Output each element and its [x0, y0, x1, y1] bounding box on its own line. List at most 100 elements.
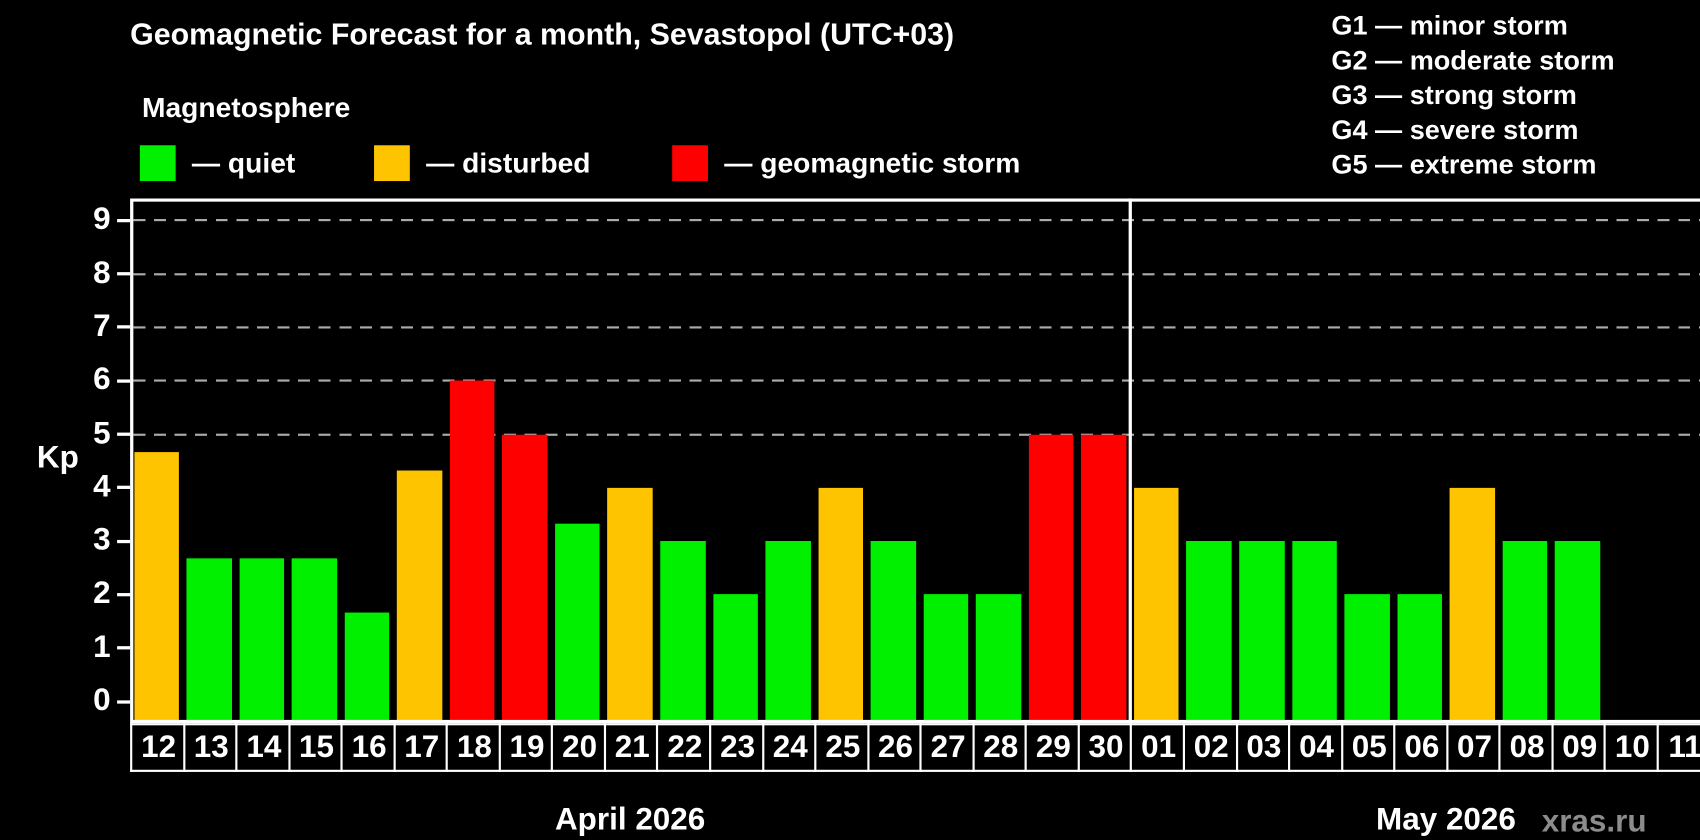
y-axis-tick-2: [117, 592, 131, 597]
grid-line-kp-6: [133, 379, 1700, 382]
grid-line-kp-9: [133, 219, 1700, 222]
magnetosphere-label: Magnetosphere: [142, 91, 351, 124]
kp-bar-day-06: [1397, 594, 1443, 724]
kp-bar-day-23: [712, 594, 758, 724]
day-label-01: 01: [1130, 723, 1185, 772]
month-label-may-2026: May 2026: [1376, 802, 1516, 837]
y-axis-tick-6: [117, 379, 131, 383]
grid-line-kp-7: [133, 326, 1700, 329]
day-label-15: 15: [288, 723, 343, 772]
kp-bar-day-13: [186, 558, 232, 724]
day-label-12: 12: [130, 723, 185, 772]
grid-line-kp-5: [133, 433, 1700, 436]
day-label-06: 06: [1393, 723, 1449, 772]
y-axis-tick-0: [117, 699, 131, 704]
y-tick-label-6: 6: [93, 362, 111, 398]
y-axis-tick-8: [117, 272, 131, 276]
day-label-16: 16: [340, 723, 396, 772]
y-tick-label-0: 0: [93, 683, 111, 718]
day-label-14: 14: [235, 723, 291, 772]
y-axis-tick-5: [117, 432, 131, 436]
day-label-10: 10: [1603, 723, 1659, 772]
day-label-13: 13: [182, 723, 238, 772]
kp-bar-day-18: [449, 380, 495, 724]
day-label-25: 25: [814, 723, 870, 772]
day-label-30: 30: [1077, 723, 1133, 772]
kp-bar-day-28: [976, 594, 1022, 724]
quiet-color-swatch: [139, 145, 176, 182]
day-label-17: 17: [393, 723, 449, 772]
day-label-21: 21: [603, 723, 659, 772]
kp-bar-day-27: [923, 594, 969, 724]
page-title: Geomagnetic Forecast for a month, Sevast…: [130, 17, 955, 51]
legend-label-disturbed: — disturbed: [426, 146, 591, 179]
kp-bar-day-01: [1133, 487, 1179, 724]
month-separator: [1128, 198, 1132, 724]
kp-bar-day-09: [1555, 541, 1601, 724]
y-axis-tick-3: [117, 539, 131, 543]
kp-bar-day-22: [660, 541, 706, 724]
geomagnetic-forecast-chart: Geomagnetic Forecast for a month, Sevast…: [36, 9, 1700, 840]
kp-bar-day-16: [344, 612, 390, 724]
legend-label-storm: — geomagnetic storm: [724, 146, 1021, 179]
y-axis-title: Kp: [36, 440, 79, 475]
day-label-28: 28: [972, 723, 1028, 772]
day-label-04: 04: [1288, 723, 1343, 772]
y-tick-label-4: 4: [93, 469, 111, 504]
kp-bar-day-17: [397, 470, 443, 724]
kp-bar-day-24: [765, 541, 811, 724]
y-axis-tick-7: [117, 325, 131, 329]
legend-item-disturbed: — disturbed: [374, 145, 591, 182]
kp-bar-day-26: [870, 541, 916, 724]
day-label-27: 27: [919, 723, 975, 772]
kp-bar-day-08: [1502, 541, 1548, 724]
g-scale-legend: G1 — minor storm G2 — moderate storm G3 …: [1331, 9, 1614, 182]
plot-area-frame: [130, 198, 1700, 724]
y-tick-label-3: 3: [93, 522, 111, 558]
day-label-18: 18: [445, 723, 501, 772]
legend-item-quiet: — quiet: [139, 145, 296, 182]
kp-bar-day-05: [1344, 594, 1390, 724]
y-tick-label-8: 8: [93, 255, 111, 291]
day-label-26: 26: [866, 723, 922, 772]
legend-item-storm: — geomagnetic storm: [672, 145, 1021, 182]
kp-bar-day-20: [554, 523, 601, 724]
day-label-11: 11: [1656, 723, 1700, 772]
day-label-24: 24: [761, 723, 817, 772]
kp-bar-day-04: [1291, 541, 1337, 724]
day-label-22: 22: [656, 723, 712, 772]
kp-bar-day-15: [291, 558, 337, 724]
day-label-09: 09: [1551, 723, 1607, 772]
kp-bar-day-19: [502, 434, 548, 724]
y-tick-label-9: 9: [93, 201, 111, 237]
kp-bar-day-03: [1239, 541, 1285, 724]
day-label-29: 29: [1024, 723, 1080, 772]
day-label-19: 19: [498, 723, 554, 772]
watermark: xras.ru: [1541, 804, 1647, 840]
kp-bar-day-12: [133, 451, 179, 724]
day-label-05: 05: [1340, 723, 1396, 772]
y-tick-label-5: 5: [93, 415, 111, 451]
y-tick-label-2: 2: [93, 576, 111, 611]
disturbed-color-swatch: [374, 145, 410, 182]
kp-bar-day-14: [239, 558, 285, 724]
g-legend-line-g1: G1 — minor storm: [1331, 10, 1568, 42]
storm-color-swatch: [672, 145, 708, 182]
kp-bar-day-29: [1028, 434, 1074, 724]
day-label-08: 08: [1498, 723, 1554, 772]
kp-bar-day-25: [818, 487, 864, 724]
day-label-07: 07: [1445, 723, 1501, 772]
kp-bar-day-30: [1081, 434, 1127, 724]
y-axis-tick-9: [117, 218, 131, 223]
day-label-20: 20: [551, 723, 606, 772]
day-label-03: 03: [1235, 723, 1291, 772]
y-axis-tick-1: [117, 646, 131, 650]
y-tick-label-7: 7: [93, 308, 111, 344]
grid-line-kp-8: [133, 272, 1700, 275]
legend-label-quiet: — quiet: [191, 146, 296, 179]
day-label-23: 23: [709, 723, 764, 772]
y-tick-label-1: 1: [93, 629, 111, 665]
month-label-april-2026: April 2026: [554, 802, 706, 837]
g-legend-line-g5: G5 — extreme storm: [1331, 149, 1597, 180]
g-legend-line-g3: G3 — strong storm: [1331, 80, 1577, 111]
